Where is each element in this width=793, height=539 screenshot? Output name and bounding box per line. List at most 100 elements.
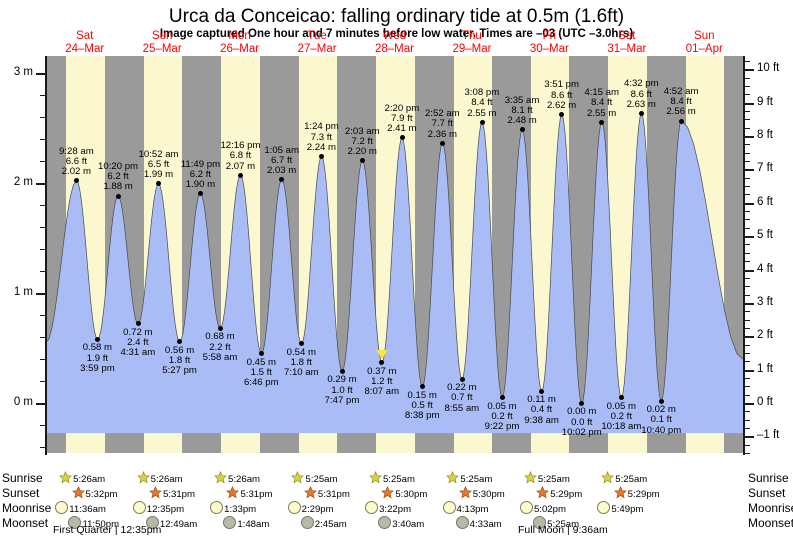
right-minor-tick	[745, 211, 750, 213]
tide-time: 10:02 pm	[561, 426, 602, 438]
star-icon	[601, 471, 615, 484]
day-of-week: Fri	[542, 30, 557, 42]
star-icon	[136, 471, 150, 484]
star-icon	[71, 486, 85, 499]
high-tide-label: 2:03 am 7.2 ft 2.20 m	[344, 125, 380, 158]
low-tide-dot	[95, 336, 101, 342]
tide-feet: 0.1 ft	[650, 414, 672, 426]
star-icon	[446, 471, 460, 484]
tide-feet: 0.2 ft	[610, 411, 633, 423]
day-of-week: Wed	[382, 30, 407, 42]
tide-time: 4:31 am	[120, 347, 156, 359]
tide-feet: 8.1 ft	[511, 105, 533, 117]
tide-feet: 1.8 ft	[168, 354, 191, 366]
right-major-tick	[745, 236, 754, 239]
moon-icon	[210, 501, 224, 514]
low-tide-label: 0.22 m 0.7 ft 8:55 am	[445, 383, 480, 414]
low-tide-label: 0.68 m 2.2 ft 5:58 am	[203, 332, 238, 363]
right-axis-tick-label: 6 ft	[757, 195, 773, 208]
high-tide-label: 3:51 pm 8.6 ft 2.62 m	[544, 80, 579, 111]
tide-time: 2:20 pm	[384, 102, 420, 114]
right-minor-tick	[745, 327, 750, 329]
low-tide-label: 0.11 m 0.4 ft 9:38 am	[524, 395, 559, 426]
right-major-tick	[745, 69, 754, 72]
left-minor-tick	[40, 116, 45, 118]
day-of-week: Mon	[228, 30, 251, 42]
tide-feet: 8.6 ft	[630, 88, 652, 100]
tide-time: 4:15 am	[584, 87, 619, 99]
moon-phase-note: First Quarter | 12:35pm	[53, 524, 162, 536]
page-title: Urca da Conceicao: falling ordinary tide…	[168, 6, 625, 27]
tide-feet: 0.0 ft	[571, 416, 593, 428]
right-axis-tick-label: 2 ft	[757, 329, 773, 342]
day-of-week: Sun	[151, 30, 173, 42]
tide-time: 4:52 am	[663, 86, 699, 98]
high-tide-dot	[279, 177, 285, 182]
day-date: 29–Mar	[452, 42, 492, 55]
star-icon	[613, 486, 627, 499]
star-icon	[291, 471, 305, 484]
high-tide-label: 3:08 pm 8.4 ft 2.55 m	[465, 88, 500, 119]
tide-meters: 0.11 m	[527, 394, 556, 406]
left-axis-tick-label: 1 m	[13, 286, 33, 299]
right-minor-tick	[745, 144, 750, 146]
right-minor-tick	[745, 227, 750, 229]
high-tide-dot	[519, 127, 525, 133]
tide-time: 10:52 am	[138, 148, 179, 160]
star-icon	[149, 486, 162, 499]
sunrise-event-time: 5:25am	[537, 474, 570, 485]
high-tide-label: 10:20 pm 6.2 ft 1.88 m	[98, 161, 138, 193]
moonrise-event-time: 1:33pm	[224, 504, 257, 515]
right-major-tick	[745, 202, 754, 205]
tide-time: 8:07 am	[364, 385, 400, 397]
tide-meters: 0.05 m	[487, 400, 517, 412]
tide-meters: 2.41 m	[387, 123, 417, 134]
right-major-tick	[745, 436, 754, 439]
tide-time: 6:46 pm	[243, 377, 279, 389]
low-tide-dot	[379, 360, 385, 366]
tide-time: 8:38 pm	[404, 410, 440, 422]
left-minor-tick	[40, 447, 45, 449]
moonrise-event: 12:35pm	[132, 501, 184, 515]
tide-feet: 6.2 ft	[107, 171, 129, 183]
tide-time: 3:08 pm	[464, 87, 500, 99]
right-major-tick	[745, 169, 754, 172]
tide-meters: 2.07 m	[225, 160, 256, 172]
tide-time: 9:22 pm	[484, 421, 520, 433]
high-tide-dot	[599, 119, 605, 125]
moon-icon	[55, 501, 69, 514]
right-major-tick	[745, 336, 754, 339]
low-tide-dot	[459, 376, 465, 382]
day-of-week: Thu	[462, 30, 482, 42]
right-minor-tick	[745, 377, 750, 379]
moonrise-event: 5:02pm	[519, 501, 566, 515]
high-tide-label: 12:16 pm 6.8 ft 2.07 m	[220, 140, 260, 172]
tide-time: 5:58 am	[202, 351, 238, 363]
tide-time: 1:24 pm	[304, 121, 339, 133]
sunrise-event: 5:26am	[59, 471, 105, 485]
right-minor-tick	[745, 61, 750, 62]
tide-feet: 1.8 ft	[290, 357, 312, 369]
left-major-tick	[36, 182, 45, 185]
star-icon	[458, 486, 472, 499]
tide-time: 2:03 am	[344, 125, 380, 137]
moonset-event: 4:33am	[455, 516, 502, 530]
right-major-tick	[745, 369, 754, 372]
moonrise-event: 1:33pm	[210, 501, 256, 515]
moon-icon	[223, 516, 237, 529]
moon-icon	[145, 516, 159, 529]
star-icon	[536, 486, 550, 499]
right-minor-tick	[745, 86, 750, 88]
left-minor-tick	[40, 160, 45, 162]
tide-meters: 0.15 m	[407, 389, 437, 401]
moon-icon	[287, 501, 301, 514]
left-axis-tick-label: 2 m	[13, 175, 33, 188]
high-tide-label: 2:52 am 7.7 ft 2.36 m	[425, 109, 460, 140]
tide-time: 2:52 am	[424, 108, 460, 120]
high-tide-dot	[439, 140, 445, 146]
moonset-event: 12:49am	[145, 516, 197, 530]
moonrise-event: 11:36am	[55, 501, 106, 515]
high-tide-label: 4:32 pm 8.6 ft 2.63 m	[624, 79, 659, 110]
low-tide-label: 0.72 m 2.4 ft 4:31 am	[120, 327, 156, 359]
